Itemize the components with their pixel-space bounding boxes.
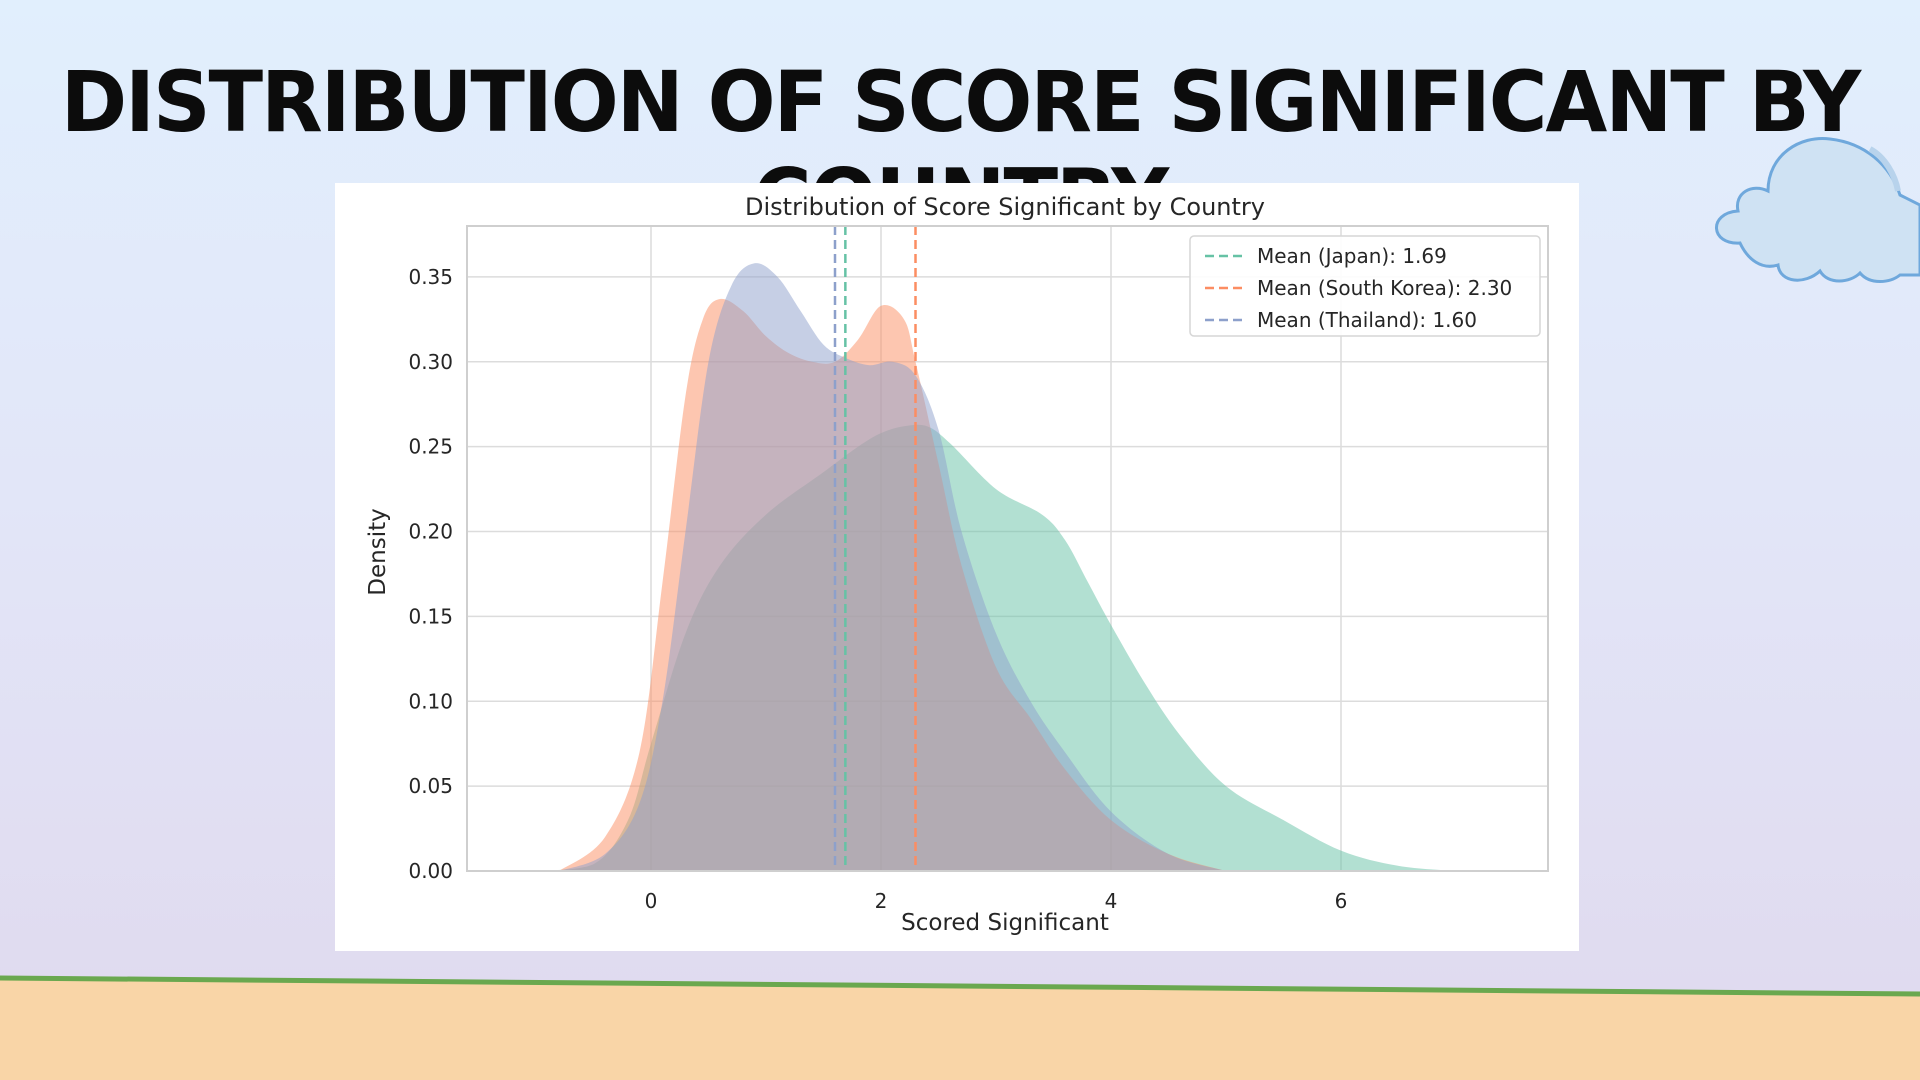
chart-title: Distribution of Score Significant by Cou… xyxy=(745,193,1265,221)
mean-lines xyxy=(833,226,917,871)
x-tick-label: 0 xyxy=(645,889,658,913)
y-tick-label: 0.30 xyxy=(408,350,453,374)
density-areas xyxy=(536,263,1456,871)
legend-box xyxy=(1189,235,1541,337)
y-tick-label: 0.35 xyxy=(408,265,453,289)
y-tick-labels: 0.00 0.05 0.10 0.15 0.20 0.25 0.30 0.35 xyxy=(408,265,453,883)
legend-label-japan: Mean (Japan): 1.69 xyxy=(1257,244,1447,268)
y-tick-label: 0.10 xyxy=(408,689,453,713)
legend: Mean (Japan): 1.69 Mean (South Korea): 2.… xyxy=(1189,235,1541,337)
sand xyxy=(0,978,1920,1080)
x-axis-label: Scored Significant xyxy=(901,910,1109,936)
y-tick-label: 0.20 xyxy=(408,520,453,544)
y-tick-label: 0.15 xyxy=(408,604,453,628)
ground-line xyxy=(0,975,1920,997)
x-tick-label: 4 xyxy=(1105,889,1118,913)
y-tick-label: 0.05 xyxy=(408,774,453,798)
x-tick-label: 2 xyxy=(875,889,888,913)
density-chart: Distribution of Score Significant by Cou… xyxy=(365,193,1549,936)
ground xyxy=(0,975,1920,1080)
y-tick-label: 0.25 xyxy=(408,435,453,459)
plot-frame xyxy=(466,225,1549,872)
density-area-thailand xyxy=(559,263,1226,871)
cloud-icon xyxy=(1715,137,1920,283)
y-axis-label: Density xyxy=(365,508,391,595)
y-tick-label: 0.00 xyxy=(408,859,453,883)
x-tick-labels: 0 2 4 6 xyxy=(645,889,1348,913)
legend-label-thailand: Mean (Thailand): 1.60 xyxy=(1257,308,1477,332)
chart-card: Distribution of Score Significant by Cou… xyxy=(335,183,1579,951)
x-tick-label: 6 xyxy=(1335,889,1348,913)
legend-label-south-korea: Mean (South Korea): 2.30 xyxy=(1257,276,1512,300)
